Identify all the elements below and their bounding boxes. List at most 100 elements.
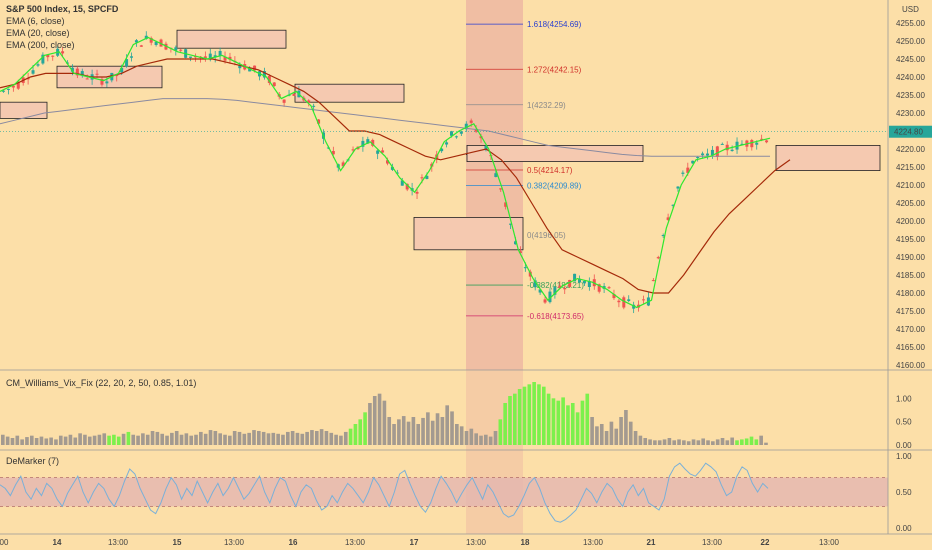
- time-tick-label: 14: [53, 538, 62, 547]
- price-tick-label: 4210.00: [896, 181, 925, 190]
- vix-fix-bar: [411, 417, 416, 445]
- candle-body: [100, 78, 104, 85]
- candle-body: [194, 56, 197, 58]
- vix-fix-bar: [764, 442, 768, 445]
- vix-fix-bar: [706, 440, 710, 445]
- vix-fix-bar: [455, 424, 459, 445]
- ema20-line: [0, 58, 791, 294]
- price-tick-label: 4255.00: [896, 19, 925, 28]
- candle-body: [578, 278, 581, 283]
- candle-body: [376, 150, 380, 154]
- vix-fix-bar: [566, 405, 570, 445]
- candle-body: [750, 139, 754, 148]
- vix-fix-bar: [397, 419, 401, 445]
- candle-body: [80, 71, 84, 76]
- time-tick-label: 22: [761, 538, 770, 547]
- vix-fix-bar: [546, 393, 551, 445]
- supply-demand-zone: [0, 101, 48, 119]
- vix-fix-bar: [749, 436, 754, 445]
- supply-demand-zone: [775, 144, 881, 171]
- demarker-panel: [0, 462, 888, 523]
- candle-body: [292, 93, 296, 96]
- vix-fix-bar: [73, 437, 78, 445]
- vix-fix-bar: [382, 400, 387, 445]
- price-tick-label: 4235.00: [896, 91, 925, 100]
- vix-fix-bar: [247, 432, 251, 445]
- vix-fix-bar: [324, 431, 329, 445]
- vix-fix-bar: [387, 417, 392, 445]
- vix-fix-bar: [604, 431, 609, 445]
- vix-fix-bar: [1, 434, 5, 445]
- candle-body: [223, 56, 227, 61]
- candle-body: [415, 191, 419, 194]
- vix-fix-bar: [667, 438, 672, 445]
- time-tick-label: 17: [410, 538, 419, 547]
- vix-fix-label: CM_Williams_Vix_Fix (22, 20, 2, 50, 0.85…: [6, 378, 197, 388]
- vix-fix-bar: [92, 435, 97, 445]
- time-tick-label: 13:00: [819, 538, 840, 547]
- candle-body: [504, 202, 508, 207]
- vix-fix-bar: [638, 435, 643, 445]
- candle-body: [213, 55, 217, 58]
- vix-fix-bar: [517, 389, 522, 445]
- vix-fix-bar: [628, 421, 633, 445]
- vix-fix-bar: [527, 384, 532, 445]
- last-price-tag: [889, 125, 932, 138]
- candle-body: [6, 88, 10, 90]
- vix-fix-bar: [401, 416, 406, 445]
- candle-body: [538, 289, 542, 293]
- price-tick-label: 4240.00: [896, 73, 925, 82]
- price-tick-label: 4200.00: [896, 217, 925, 226]
- vix-fix-bar: [257, 431, 261, 445]
- vix-fix-bar: [170, 432, 174, 445]
- candle-body: [454, 136, 458, 138]
- candle-body: [563, 287, 567, 290]
- candle-body: [666, 217, 670, 220]
- vix-fix-bar: [426, 412, 430, 445]
- vix-fix-bar: [300, 433, 305, 445]
- price-tick-label: 4245.00: [896, 55, 925, 64]
- vix-fix-bar: [406, 421, 411, 445]
- vix-fix-bar: [701, 438, 706, 445]
- vix-fix-bar: [10, 438, 15, 445]
- candle-body: [696, 157, 700, 159]
- fib-level-label: 1(4232.29): [527, 101, 566, 110]
- legend-ema20: EMA (20, close): [6, 28, 70, 38]
- vix-fix-bar: [575, 412, 580, 445]
- vix-fix-bar: [5, 436, 10, 445]
- vix-fix-bar: [63, 436, 68, 445]
- demarker-tick-label: 0.50: [896, 488, 912, 497]
- vix-fix-bar: [141, 433, 145, 445]
- vix-fix-bar: [305, 431, 309, 445]
- supply-demand-zone: [294, 83, 405, 103]
- candle-body: [282, 99, 286, 103]
- demarker-band: [0, 477, 888, 507]
- vix-fix-bar: [232, 431, 237, 445]
- price-tick-label: 4250.00: [896, 37, 925, 46]
- fib-level-label: 0.382(4209.89): [527, 181, 582, 190]
- vix-fix-bar: [474, 433, 478, 445]
- candle-body: [725, 144, 729, 151]
- candle-body: [253, 65, 257, 71]
- candle-body: [341, 162, 345, 167]
- price-tick-label: 4230.00: [896, 109, 925, 118]
- vix-fix-bar: [218, 433, 222, 445]
- vix-fix-bar: [503, 403, 507, 445]
- candle-body: [41, 54, 45, 64]
- vix-fix-bar: [488, 436, 493, 445]
- price-tick-label: 4190.00: [896, 253, 925, 262]
- candle-body: [765, 140, 769, 143]
- candle-body: [627, 299, 631, 302]
- vix-fix-bar: [310, 430, 314, 445]
- vix-fix-bar: [68, 434, 73, 445]
- vix-fix-bar: [759, 435, 763, 445]
- vix-tick-label: 1.00: [896, 394, 912, 403]
- vix-fix-bar: [319, 429, 324, 445]
- time-tick-label: 13:00: [583, 538, 604, 547]
- candle-body: [710, 149, 714, 156]
- fib-level-label: -0.618(4173.65): [527, 312, 584, 321]
- candle-body: [51, 55, 55, 57]
- vix-fix-bar: [242, 433, 247, 445]
- vix-fix-bar: [314, 431, 319, 445]
- candle-body: [474, 129, 478, 132]
